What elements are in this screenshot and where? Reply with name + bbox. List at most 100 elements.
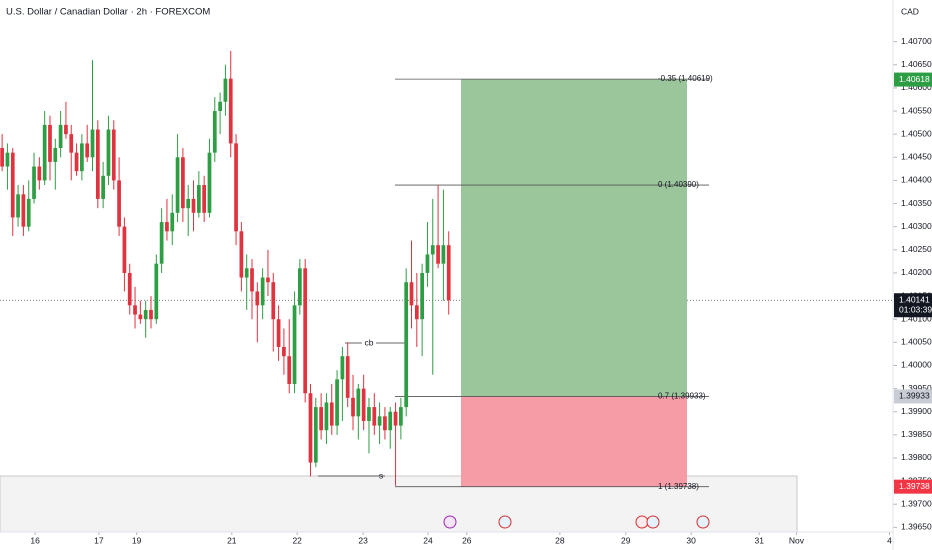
candle-body [340, 356, 345, 380]
candle-body [127, 272, 132, 306]
candle-body [383, 416, 387, 431]
candle-body [212, 111, 217, 153]
level-label: 0 (1.40390) [658, 180, 699, 189]
x-tick-label: 30 [686, 535, 696, 545]
candle-body [414, 305, 419, 320]
candle-body [377, 416, 382, 426]
candle-body [138, 314, 143, 320]
candle-body [239, 231, 244, 278]
candle-body [425, 254, 430, 273]
y-tick-label: 1.40450 [901, 152, 932, 162]
event-icon[interactable] [646, 515, 660, 529]
candle-body [260, 277, 265, 306]
level-label: -0.35 (1.40619) [658, 74, 713, 83]
candle-body [154, 263, 159, 320]
y-tick-label: 1.39700 [901, 498, 932, 508]
price-badge [894, 479, 932, 494]
candle-body [223, 78, 228, 102]
y-tick-label: 1.40100 [901, 313, 932, 323]
event-icon[interactable] [498, 515, 512, 529]
candle-body [446, 245, 451, 301]
candle-body [244, 268, 249, 278]
candle-body [297, 268, 302, 306]
y-tick-label: 1.40200 [901, 267, 932, 277]
candle-body [165, 222, 169, 232]
candle-body [399, 407, 403, 426]
candle-body [404, 282, 409, 408]
candle-body [196, 185, 201, 213]
x-tick-label: 31 [754, 535, 764, 545]
candle-body [228, 78, 233, 144]
y-tick-label: 1.40300 [901, 221, 932, 231]
y-tick-label: 1.40250 [901, 244, 932, 254]
candle-body [90, 129, 95, 158]
candle-body [42, 124, 47, 181]
candle-body [26, 198, 31, 227]
candle-body [32, 166, 36, 199]
price-badge [894, 293, 932, 318]
x-tick-label: 16 [30, 535, 40, 545]
candle-body [101, 175, 106, 199]
candle-body [37, 166, 42, 181]
y-tick-label: 1.39650 [901, 522, 932, 532]
price-badge-label: 1.39933 [899, 391, 930, 401]
candle-body [276, 319, 281, 347]
candle-body [351, 397, 355, 417]
y-tick-label: 1.40600 [901, 82, 932, 92]
candle-body [335, 379, 339, 426]
level-label: 0.7 (1.39933) [658, 392, 706, 401]
candle-body [117, 180, 121, 227]
y-tick-label: 1.39850 [901, 429, 932, 439]
candle-body [181, 157, 185, 209]
candle-body [441, 245, 446, 264]
candle-body [16, 194, 20, 218]
candle-body [303, 268, 308, 394]
candle-body [95, 129, 100, 199]
x-tick-label: 21 [227, 535, 237, 545]
candle-body [0, 148, 4, 167]
candle-body [266, 277, 270, 283]
event-icon[interactable] [696, 515, 710, 529]
event-icon[interactable] [443, 515, 457, 529]
y-tick-label: 1.39950 [901, 383, 932, 393]
candle-body [319, 407, 323, 431]
candle-body [329, 402, 334, 426]
x-tick-label: Nov [789, 535, 805, 545]
candle-body [367, 407, 371, 421]
candle-body [420, 272, 424, 320]
price-badge-label: 1.39738 [899, 481, 930, 491]
candle-body [64, 124, 68, 135]
candles [0, 50, 451, 486]
candle-body [111, 129, 116, 181]
event-icon[interactable] [635, 515, 649, 529]
candle-body [186, 198, 191, 209]
candle-body [345, 356, 350, 398]
candle-body [74, 152, 79, 172]
candle-body [175, 157, 180, 213]
chart-title: U.S. Dollar / Canadian Dollar · 2h · FOR… [6, 7, 210, 18]
candle-body [218, 101, 222, 112]
grid [0, 41, 897, 535]
candle-body [361, 388, 366, 421]
candle-body [122, 226, 127, 273]
event-icons [443, 515, 710, 529]
candle-body [58, 124, 63, 149]
y-tick-label: 1.40500 [901, 128, 932, 138]
y-tick-label: 1.40400 [901, 175, 932, 185]
price-badge [894, 72, 932, 87]
price-badge-label: 1.40141 [899, 294, 930, 304]
candle-body [324, 402, 329, 431]
candle-body [170, 212, 175, 232]
candle-body [292, 305, 297, 384]
candle-body [356, 388, 361, 417]
level-label: 1 (1.39738) [658, 482, 699, 491]
candle-body [191, 198, 196, 213]
candle-body [313, 407, 318, 463]
x-tick-label: 19 [132, 535, 142, 545]
candle-body [159, 222, 164, 264]
candle-body [282, 346, 286, 357]
candle-body [202, 185, 207, 213]
candle-body [143, 309, 148, 320]
candle-body [255, 291, 260, 306]
